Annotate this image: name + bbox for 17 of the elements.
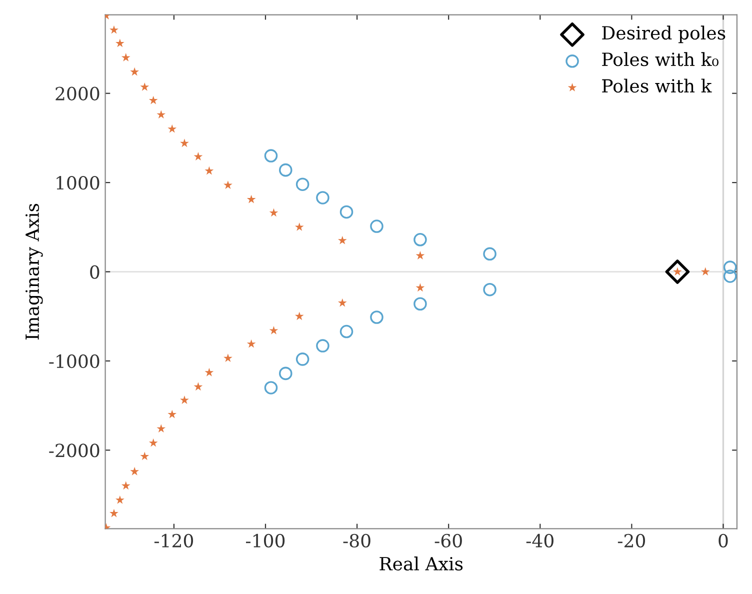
legend-label: Poles with k₀	[602, 52, 718, 66]
x-tick-label: -40	[526, 534, 554, 548]
x-tick-label: -120	[154, 534, 194, 548]
x-tick-label: -100	[246, 534, 285, 548]
y-tick-label: 1000	[56, 176, 100, 190]
y-tick-label: -2000	[49, 444, 100, 458]
x-axis-title: Real Axis	[380, 556, 463, 571]
x-tick-label: 0	[718, 534, 728, 548]
x-tick-label: -80	[343, 534, 370, 548]
x-tick-label: -20	[618, 534, 646, 548]
y-tick-label: 0	[90, 265, 100, 279]
legend-label: Desired poles	[602, 26, 726, 44]
legend-label: Poles with k	[602, 78, 712, 93]
y-axis-title: Imaginary Axis	[26, 204, 43, 340]
x-tick-label: -60	[434, 534, 462, 548]
y-tick-label: 2000	[56, 86, 100, 100]
y-tick-label: -1000	[49, 354, 100, 368]
